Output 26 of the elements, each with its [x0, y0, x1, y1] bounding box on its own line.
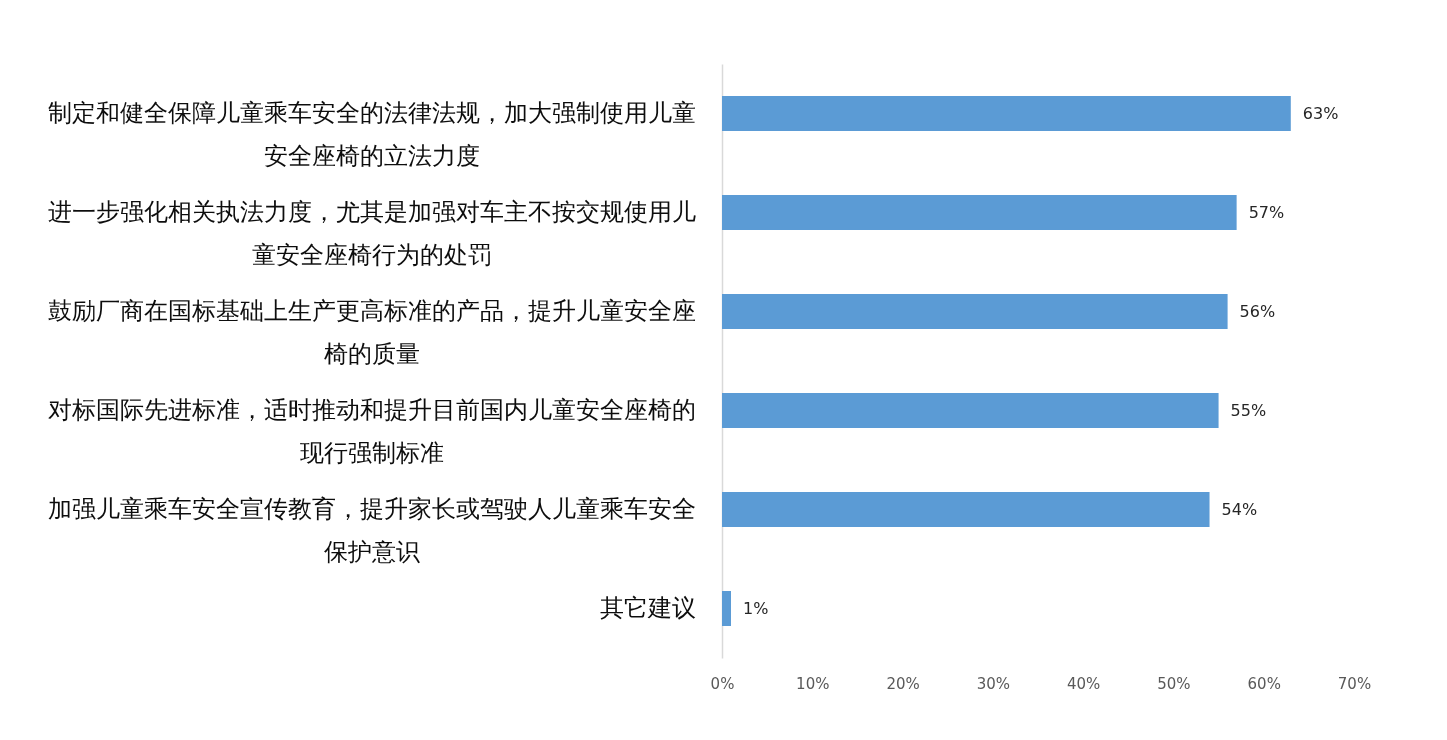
x-tick-label: 50%: [1157, 674, 1191, 693]
y-tick-label: 其它建议: [600, 593, 696, 622]
x-tick-label: 30%: [976, 674, 1011, 693]
y-tick-label: 鼓励厂商在国标基础上生产更高标准的产品，提升儿童安全座椅的质量: [48, 296, 696, 368]
x-tick-label: 20%: [886, 674, 920, 693]
y-tick-label: 进一步强化相关执法力度，尤其是加强对车主不按交规使用儿童安全座椅行为的处罚: [48, 197, 696, 269]
bar: [722, 95, 1291, 132]
data-label: 56%: [1239, 301, 1276, 321]
y-tick-label: 制定和健全保障儿童乘车安全的法律法规，加大强制使用儿童安全座椅的立法力度: [48, 98, 696, 170]
x-tick-label: 70%: [1337, 674, 1372, 693]
bar: [722, 491, 1210, 528]
x-tick-label: 60%: [1247, 674, 1281, 693]
y-tick-label: 对标国际先进标准，适时推动和提升目前国内儿童安全座椅的现行强制标准: [48, 395, 696, 467]
bar: [722, 194, 1237, 231]
y-tick-label: 加强儿童乘车安全宣传教育，提升家长或驾驶人儿童乘车安全保护意识: [48, 494, 696, 566]
data-label: 55%: [1230, 400, 1267, 420]
bar: [722, 392, 1219, 429]
x-tick-label: 0%: [710, 674, 735, 693]
x-tick-label: 10%: [796, 674, 830, 693]
bar: [722, 293, 1228, 330]
data-label: 1%: [743, 598, 769, 618]
x-tick-label: 40%: [1066, 674, 1101, 693]
data-label: 54%: [1221, 499, 1258, 519]
bar: [722, 590, 732, 627]
data-label: 63%: [1302, 103, 1339, 123]
data-label: 57%: [1248, 202, 1285, 222]
